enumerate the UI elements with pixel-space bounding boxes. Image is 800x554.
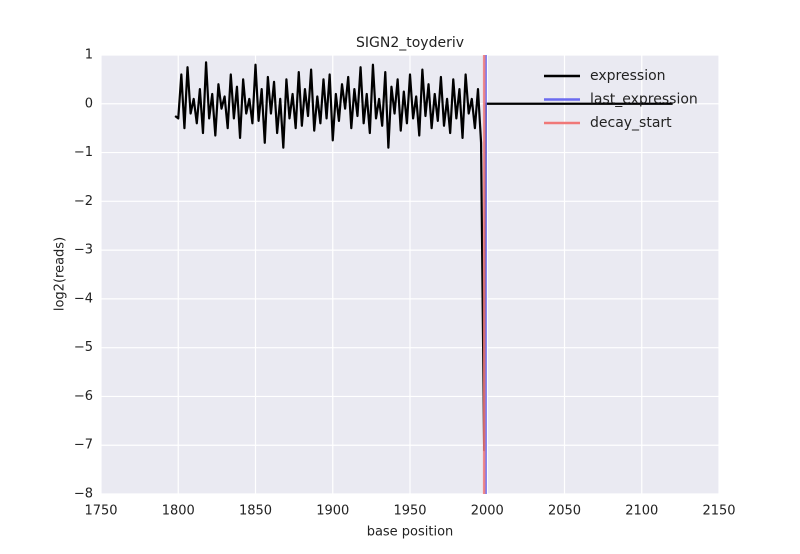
chart-title: SIGN2_toyderiv [356, 35, 464, 51]
x-axis-label: base position [367, 525, 454, 540]
legend-label: expression [590, 68, 666, 84]
x-tick-label: 1900 [316, 504, 349, 519]
y-tick-label: −8 [74, 487, 93, 502]
y-tick-label: 1 [85, 48, 93, 63]
x-tick-label: 1950 [393, 504, 426, 519]
y-tick-label: −3 [74, 243, 93, 258]
x-tick-label: 2050 [548, 504, 581, 519]
x-tick-label: 1750 [84, 504, 117, 519]
y-tick-label: −4 [74, 291, 93, 306]
x-tick-label: 1850 [239, 504, 272, 519]
x-tick-label: 2100 [625, 504, 658, 519]
legend-label: decay_start [590, 115, 672, 131]
y-tick-label: 0 [85, 96, 93, 111]
legend-label: last_expression [590, 92, 698, 108]
x-tick-label: 1800 [162, 504, 195, 519]
y-tick-label: −7 [74, 438, 93, 453]
x-tick-label: 2000 [471, 504, 504, 519]
y-tick-label: −6 [74, 389, 93, 404]
y-axis-label: log2(reads) [53, 237, 68, 311]
x-tick-label: 2150 [702, 504, 735, 519]
y-tick-label: −2 [74, 194, 93, 209]
y-tick-label: −5 [74, 340, 93, 355]
y-tick-label: −1 [74, 145, 93, 160]
line [174, 61, 673, 452]
